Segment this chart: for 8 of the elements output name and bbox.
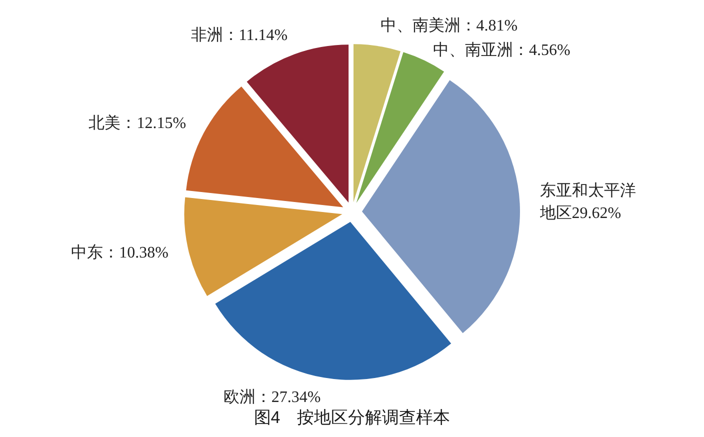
slice-label: 非洲：11.14% [190, 26, 288, 44]
text: 图4 按地区分解调查样本 [254, 408, 450, 427]
slice-label: 中、南美洲：4.81% [380, 16, 518, 35]
slice-label: 北美：12.15% [88, 114, 186, 132]
slice-label: 欧洲：27.34% [223, 388, 321, 406]
slice-label: 中、南亚洲：4.56% [433, 41, 570, 60]
slice-label: 东亚和太平洋地区29.62% [538, 182, 636, 222]
slice-label: 中东：10.38% [71, 243, 168, 262]
